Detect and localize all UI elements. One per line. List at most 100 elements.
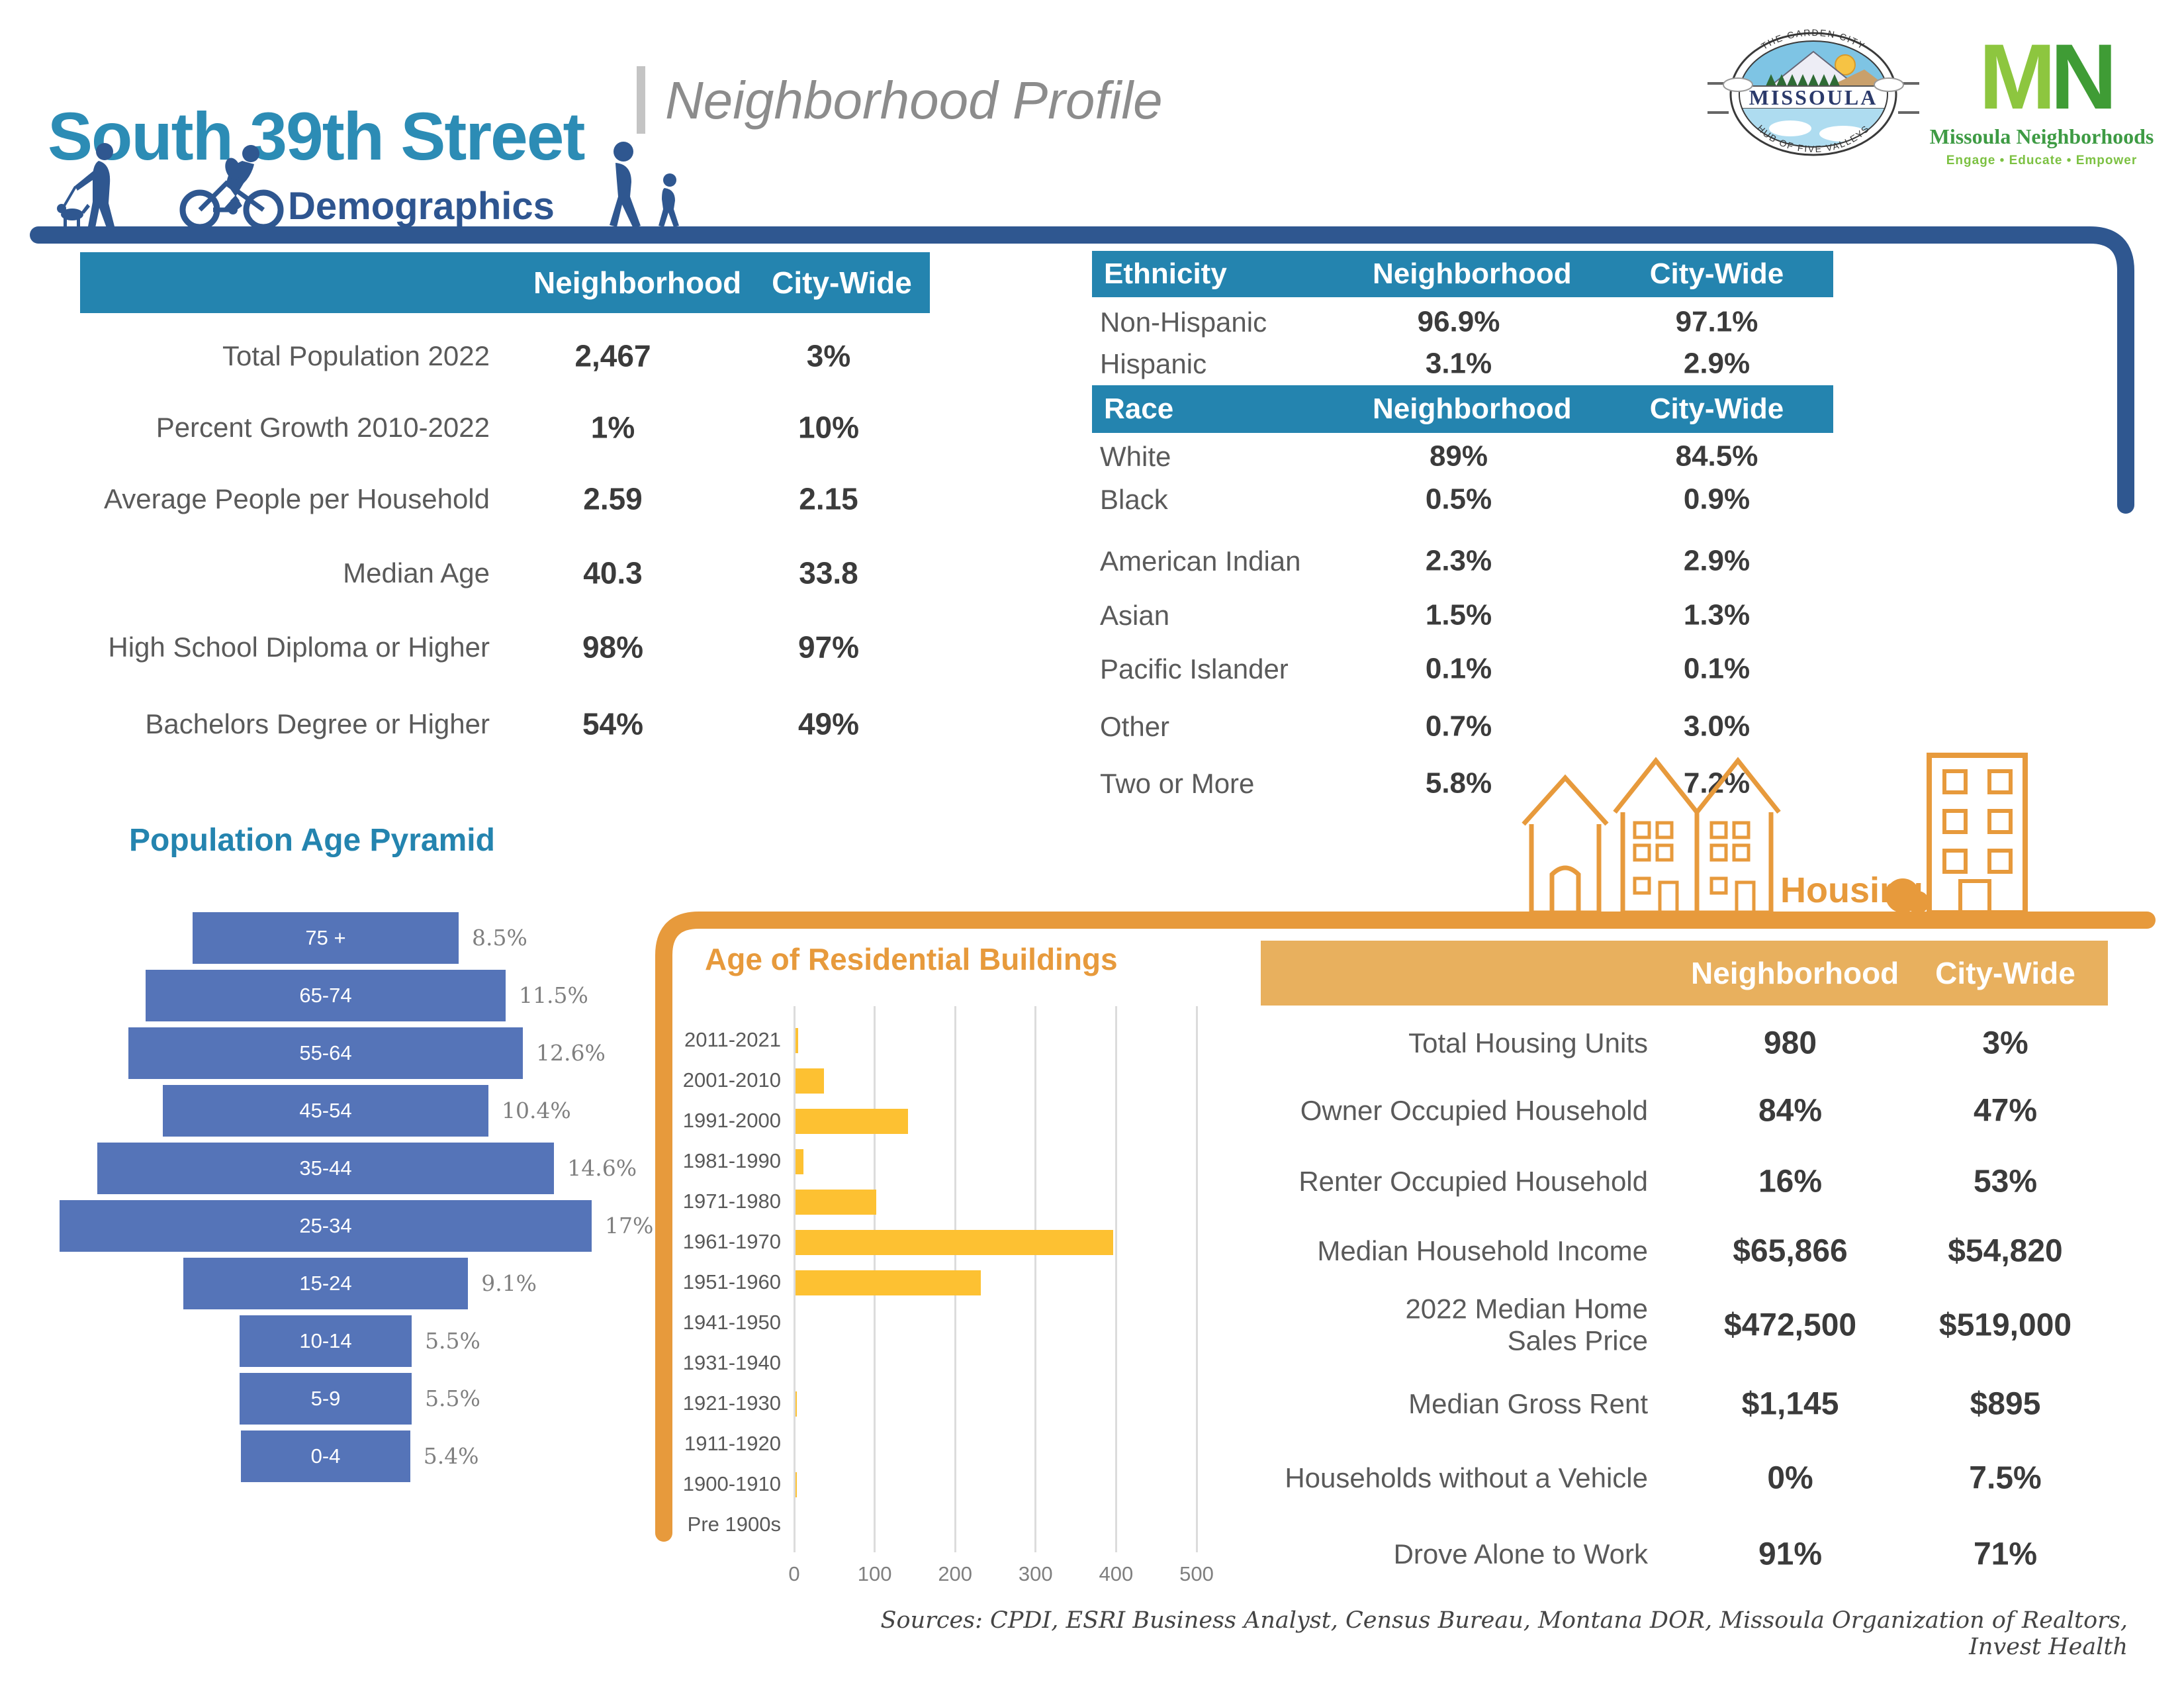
- gridline: [1195, 1006, 1198, 1552]
- sources-footnote: Sources: CPDI, ESRI Business Analyst, Ce…: [880, 1607, 2128, 1660]
- table-row: Drove Alone to Work 91% 71%: [0, 1521, 2184, 1587]
- category-label: 1971-1980: [682, 1190, 781, 1213]
- category-label: 2011-2021: [684, 1028, 781, 1051]
- neighborhood-value: $1,145: [1741, 1386, 1839, 1422]
- title-divider: [637, 66, 645, 134]
- age-chart-bar: [796, 1472, 797, 1497]
- neighborhood-value: 98%: [582, 630, 644, 665]
- column-header-city-wide: City-Wide: [1649, 258, 1784, 290]
- table-row: Total Population 2022 2,467 3%: [0, 323, 2184, 389]
- blue-section-line: [30, 226, 2134, 514]
- apartment-building-icon: [1927, 753, 2028, 915]
- age-chart-bar: [796, 1068, 824, 1094]
- category-label: 1941-1950: [682, 1311, 781, 1334]
- neighborhood-value: $472,500: [1723, 1307, 1857, 1343]
- table-row: Pacific Islander 0.1% 0.1%: [0, 636, 2184, 702]
- pyramid-bar: 25-34: [59, 1200, 592, 1252]
- townhouses-icon: [1613, 757, 1781, 915]
- table-row: Median Household Income $65,866 $54,820: [0, 1218, 2184, 1284]
- pyramid-percent-label: 12.6%: [535, 1040, 606, 1066]
- pyramid-bar-label: 65-74: [299, 984, 352, 1007]
- table-row: Percent Growth 2010-2022 1% 10%: [0, 395, 2184, 461]
- seal-cloud: [1723, 77, 1753, 92]
- city-wide-value: 97.1%: [1675, 305, 1758, 338]
- row-label: White: [1100, 440, 1171, 472]
- neighborhood-value: 2.59: [583, 481, 643, 516]
- pyramid-bar-label: 10-14: [299, 1329, 352, 1352]
- demographics-icons: [57, 142, 679, 230]
- neighborhood-value: 91%: [1758, 1536, 1823, 1572]
- pedestrian-dog-icon: [57, 143, 114, 228]
- neighborhood-value: 1.5%: [1425, 598, 1492, 632]
- age-chart-bar: [796, 1190, 876, 1215]
- city-wide-value: 2.15: [799, 481, 858, 516]
- missoula-neighborhoods-logo: M N: [1979, 24, 2117, 128]
- table-row: Median Gross Rent $1,145 $895: [0, 1371, 2184, 1437]
- column-header-city-wide: City-Wide: [1935, 956, 2075, 990]
- x-axis-tick-label: 500: [1179, 1562, 1214, 1585]
- pyramid-bar: 10-14: [239, 1315, 412, 1367]
- housing-table-header: Neighborhood City-Wide: [1261, 941, 2108, 1006]
- row-label: American Indian: [1100, 545, 1301, 577]
- pyramid-bar: 5-9: [239, 1373, 412, 1425]
- city-wide-value: 0.1%: [1683, 652, 1751, 685]
- x-axis-tick-label: 200: [938, 1562, 973, 1585]
- row-label: Median Gross Rent: [1408, 1387, 1648, 1419]
- city-wide-value: 2.9%: [1683, 347, 1751, 380]
- age-chart-bar: [796, 1028, 798, 1053]
- neighborhood-value: 84%: [1758, 1093, 1823, 1129]
- pyramid-percent-label: 5.5%: [425, 1328, 480, 1354]
- page-title: South 39th Street: [48, 99, 585, 175]
- row-label: Drove Alone to Work: [1393, 1538, 1648, 1570]
- city-wide-value: $895: [1970, 1386, 2041, 1422]
- neighborhood-value: 0%: [1767, 1460, 1813, 1496]
- gridline: [1115, 1006, 1117, 1552]
- row-label: Other: [1100, 710, 1170, 742]
- neighborhood-value: 5.8%: [1425, 767, 1492, 800]
- x-axis-tick-label: 400: [1099, 1562, 1134, 1585]
- age-of-residential-buildings-chart: Age of Residential Buildings 0 100 200 300 4…: [649, 940, 1324, 1602]
- row-label: Percent Growth 2010-2022: [156, 411, 490, 443]
- x-axis-tick-label: 0: [788, 1562, 800, 1585]
- pyramid-bar-label: 75 +: [305, 926, 346, 949]
- gridline: [1034, 1006, 1037, 1552]
- row-label: Two or More: [1100, 767, 1255, 799]
- city-wide-value: 7.2%: [1683, 767, 1751, 800]
- population-age-pyramid-chart: 75 + 8.5% 65-74 11.5% 55-64 12.6% 45-54 10.4% 35…: [40, 912, 708, 1495]
- mn-logo-n: N: [2050, 24, 2117, 128]
- table-row: 2022 Median Home Sales Price $472,500 $519…: [0, 1292, 2184, 1358]
- city-wide-value: 7.5%: [1969, 1460, 2042, 1496]
- city-wide-value: 33.8: [799, 555, 858, 590]
- city-wide-value: 49%: [797, 706, 860, 741]
- city-wide-value: 53%: [1973, 1164, 2038, 1199]
- column-header-neighborhood: Neighborhood: [1373, 258, 1572, 290]
- age-chart-title: Age of Residential Buildings: [705, 942, 1118, 976]
- table-row: Two or More 5.8% 7.2%: [0, 751, 2184, 817]
- pyramid-percent-label: 14.6%: [567, 1155, 637, 1181]
- table-row: Asian 1.5% 1.3%: [0, 583, 2184, 649]
- seal-name: MISSOULA: [1749, 85, 1878, 109]
- row-label: Average People per Household: [104, 483, 490, 514]
- table-row: Average People per Household 2.59 2.15: [0, 466, 2184, 532]
- table-row: White 89% 84.5%: [0, 424, 2184, 490]
- category-label: 1981-1990: [682, 1149, 781, 1172]
- neighborhood-value: $65,866: [1733, 1233, 1848, 1269]
- pyramid-bar-label: 15-24: [299, 1272, 352, 1295]
- column-header-city-wide: City-Wide: [1649, 393, 1784, 425]
- neighborhood-value: 96.9%: [1417, 305, 1500, 338]
- category-label: 1961-1970: [682, 1230, 781, 1253]
- neighborhood-value: 54%: [582, 706, 644, 741]
- column-header-neighborhood: Neighborhood: [1373, 393, 1572, 425]
- category-label: 1900-1910: [682, 1472, 781, 1495]
- category-label: 1921-1930: [682, 1391, 781, 1415]
- column-header-city-wide: City-Wide: [772, 265, 912, 300]
- city-wide-value: 3%: [806, 338, 851, 373]
- city-wide-value: 97%: [797, 630, 860, 665]
- neighborhood-value: 0.1%: [1425, 652, 1492, 685]
- table-row: Owner Occupied Household 84% 47%: [0, 1078, 2184, 1144]
- neighborhood-value: 89%: [1429, 440, 1488, 473]
- mn-logo-m: M: [1979, 24, 2056, 128]
- x-axis-tick-label: 100: [857, 1562, 892, 1585]
- row-label: Median Household Income: [1317, 1235, 1648, 1266]
